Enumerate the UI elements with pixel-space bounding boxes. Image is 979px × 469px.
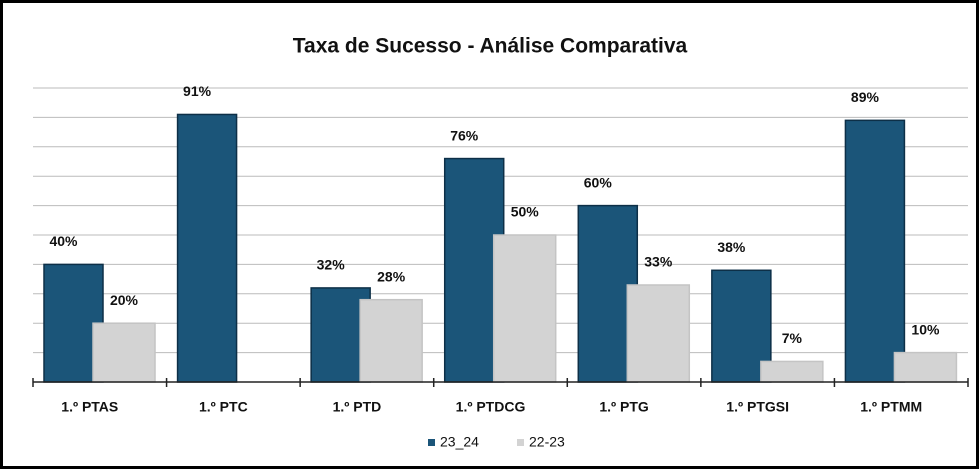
bar bbox=[92, 322, 156, 383]
bar bbox=[893, 351, 958, 383]
bar bbox=[626, 284, 691, 383]
data-label: 7% bbox=[782, 330, 803, 346]
data-label: 89% bbox=[851, 89, 880, 105]
data-label: 32% bbox=[317, 257, 346, 273]
bar bbox=[359, 298, 423, 383]
data-label: 33% bbox=[644, 254, 673, 270]
bar bbox=[176, 113, 238, 383]
data-label: 91% bbox=[183, 83, 212, 99]
x-tick-label: 1.º PTC bbox=[199, 399, 248, 415]
chart-title: Taxa de Sucesso - Análise Comparativa bbox=[293, 35, 688, 58]
x-tick-label: 1.º PTDCG bbox=[456, 399, 526, 415]
x-tick-label: 1.º PTGSI bbox=[726, 399, 789, 415]
data-label: 20% bbox=[110, 292, 139, 308]
x-tick-label: 1.º PTD bbox=[333, 399, 382, 415]
data-label: 76% bbox=[450, 127, 479, 143]
data-label: 40% bbox=[49, 233, 78, 249]
bar bbox=[760, 360, 824, 383]
x-tick-label: 1.º PTMM bbox=[860, 399, 922, 415]
legend-swatch bbox=[428, 439, 435, 446]
data-label: 38% bbox=[717, 239, 746, 255]
x-tick-label: 1.º PTAS bbox=[61, 399, 118, 415]
legend-swatch bbox=[517, 439, 524, 446]
data-label: 10% bbox=[911, 321, 940, 337]
data-label: 50% bbox=[511, 204, 540, 220]
x-tick-label: 1.º PTG bbox=[599, 399, 649, 415]
legend-label: 22-23 bbox=[529, 434, 565, 450]
bar bbox=[844, 119, 906, 383]
data-label: 60% bbox=[584, 174, 613, 190]
bar bbox=[492, 234, 557, 383]
data-label: 28% bbox=[377, 268, 406, 284]
legend-label: 23_24 bbox=[440, 434, 479, 450]
